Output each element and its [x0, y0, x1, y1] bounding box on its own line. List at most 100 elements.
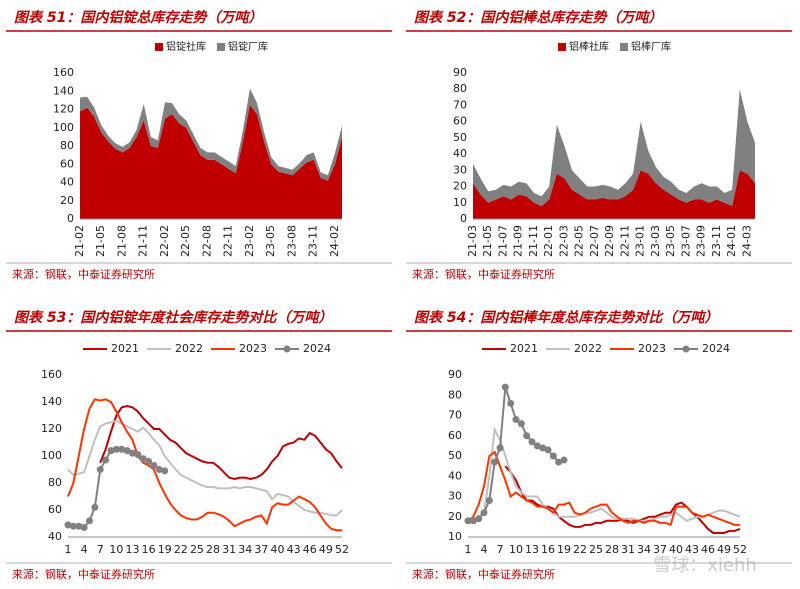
y-tick-label: 100 — [53, 121, 74, 134]
x-tick-label: 23-02 — [243, 225, 256, 257]
x-tick-label: 23-03 — [649, 225, 662, 257]
y-tick-label: 70 — [453, 98, 467, 111]
x-tick-label: 7 — [497, 543, 504, 556]
legend-swatch — [155, 43, 163, 51]
marker — [134, 451, 142, 459]
line — [99, 405, 343, 480]
legend-label: 2023 — [638, 342, 666, 355]
legend-label: 铝锭社库 — [166, 40, 206, 53]
marker — [102, 456, 110, 464]
x-tick-label: 22 — [174, 543, 188, 556]
x-tick-label: 49 — [717, 543, 731, 556]
x-tick-label: 22-01 — [542, 225, 555, 257]
legend-label: 2021 — [510, 342, 538, 355]
y-tick-label: 10 — [448, 530, 462, 543]
line — [467, 450, 740, 527]
marker — [80, 524, 88, 532]
marker — [560, 456, 568, 464]
line — [504, 465, 741, 534]
line — [67, 419, 343, 517]
x-tick-label: 10 — [509, 543, 523, 556]
marker — [549, 452, 557, 460]
y-tick-label: 160 — [41, 368, 62, 381]
x-tick-label: 23-08 — [285, 225, 298, 257]
line — [67, 398, 342, 532]
marker — [145, 457, 153, 465]
marker — [507, 399, 515, 407]
y-tick-label: 120 — [41, 422, 62, 435]
x-tick-label: 43 — [685, 543, 699, 556]
marker — [64, 521, 72, 529]
source: 来源：钢联，中泰证券研究所 — [12, 567, 155, 581]
x-tick-label: 21-03 — [466, 225, 479, 257]
x-tick-label: 52 — [335, 543, 349, 556]
y-tick-label: 140 — [53, 84, 74, 97]
x-tick-label: 22 — [573, 543, 587, 556]
y-tick-label: 90 — [453, 66, 467, 79]
y-tick-label: 90 — [448, 368, 462, 381]
marker — [118, 445, 126, 453]
y-tick-label: 40 — [60, 176, 74, 189]
x-tick-label: 1 — [65, 543, 72, 556]
y-tick-label: 60 — [60, 157, 74, 170]
x-tick-label: 10 — [109, 543, 123, 556]
marker — [528, 438, 536, 446]
chart-title: 图表 51：国内铝锭总库存走势（万吨） — [14, 9, 262, 26]
x-tick-label: 21-02 — [73, 225, 86, 257]
marker — [91, 503, 99, 511]
source: 来源：钢联，中泰证券研究所 — [412, 267, 555, 281]
x-tick-label: 34 — [238, 543, 252, 556]
marker — [491, 458, 499, 466]
x-tick-label: 22-11 — [222, 225, 235, 257]
x-tick-label: 23-01 — [634, 225, 647, 257]
line — [468, 386, 565, 522]
marker — [161, 467, 169, 475]
legend-label: 2021 — [111, 342, 139, 355]
chart-title: 图表 53：国内铝锭年度社会库存走势对比（万吨） — [14, 309, 332, 326]
source: 来源：钢联，中泰证券研究所 — [12, 267, 155, 281]
x-tick-label: 43 — [287, 543, 301, 556]
x-tick-label: 22-02 — [158, 225, 171, 257]
legend-label: 2022 — [175, 342, 203, 355]
x-tick-label: 49 — [319, 543, 333, 556]
marker — [139, 455, 147, 463]
line — [468, 426, 741, 522]
x-tick-label: 21-09 — [512, 225, 525, 257]
x-tick-label: 22-08 — [200, 225, 213, 257]
legend-label: 2022 — [574, 342, 602, 355]
y-tick-label: 60 — [448, 429, 462, 442]
y-tick-label: 140 — [41, 395, 62, 408]
x-tick-label: 13 — [525, 543, 539, 556]
x-tick-label: 22-05 — [179, 225, 192, 257]
x-tick-label: 37 — [254, 543, 268, 556]
y-tick-label: 40 — [448, 469, 462, 482]
x-tick-label: 1 — [465, 543, 472, 556]
x-tick-label: 19 — [158, 543, 172, 556]
y-tick-label: 40 — [453, 147, 467, 160]
x-tick-label: 34 — [637, 543, 651, 556]
y-tick-label: 120 — [53, 103, 74, 116]
legend-label: 2024 — [303, 342, 331, 355]
y-tick-label: 60 — [453, 115, 467, 128]
x-tick-label: 24-02 — [328, 225, 341, 257]
legend-label: 铝锭厂库 — [228, 40, 268, 53]
marker — [85, 517, 93, 525]
marker — [475, 515, 483, 523]
x-tick-label: 25 — [190, 543, 204, 556]
x-tick-label: 21-05 — [94, 225, 107, 257]
x-tick-label: 22-07 — [588, 225, 601, 257]
y-tick-label: 80 — [448, 388, 462, 401]
y-tick-label: 80 — [60, 139, 74, 152]
y-tick-label: 20 — [448, 510, 462, 523]
y-tick-label: 60 — [48, 503, 62, 516]
x-tick-label: 23-07 — [679, 225, 692, 257]
legend-label: 铝棒厂库 — [631, 40, 671, 53]
area — [473, 89, 755, 207]
x-tick-label: 21-07 — [496, 225, 509, 257]
marker — [112, 445, 120, 453]
chart-title: 图表 52：国内铝棒总库存走势（万吨） — [414, 9, 662, 26]
legend-marker — [682, 345, 690, 353]
x-tick-label: 21-05 — [481, 225, 494, 257]
source: 来源：钢联，中泰证券研究所 — [412, 567, 555, 581]
marker — [107, 447, 115, 455]
